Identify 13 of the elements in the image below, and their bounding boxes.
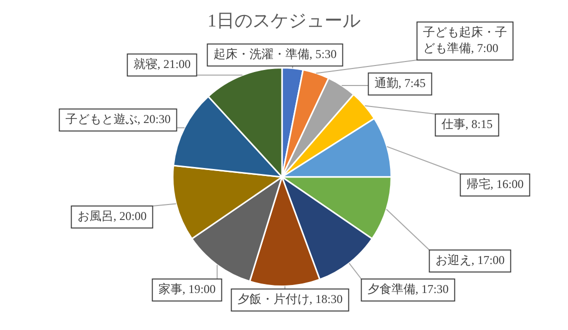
slice-label: 子どもと遊ぶ, 20:30: [65, 112, 171, 126]
slice-label: 子ども起床・子ども準備, 7:00: [423, 25, 507, 56]
slice-label: お風呂, 20:00: [77, 209, 147, 224]
slice-label: 帰宅, 16:00: [466, 177, 524, 192]
slice-label: 通勤, 7:45: [374, 76, 426, 90]
slice-label: 仕事, 8:15: [440, 117, 493, 132]
slice-label: 夕飯・片付け, 18:30: [237, 292, 343, 306]
slice-label: お迎え, 17:00: [435, 253, 505, 268]
slice-label: 夕食準備, 17:30: [367, 282, 449, 296]
slice-label: 就寝, 21:00: [133, 57, 191, 72]
chart-title: 1日のスケジュール: [208, 10, 360, 31]
slice-label: 家事, 19:00: [158, 282, 216, 296]
slice-label: 起床・洗濯・準備, 5:30: [213, 47, 337, 62]
